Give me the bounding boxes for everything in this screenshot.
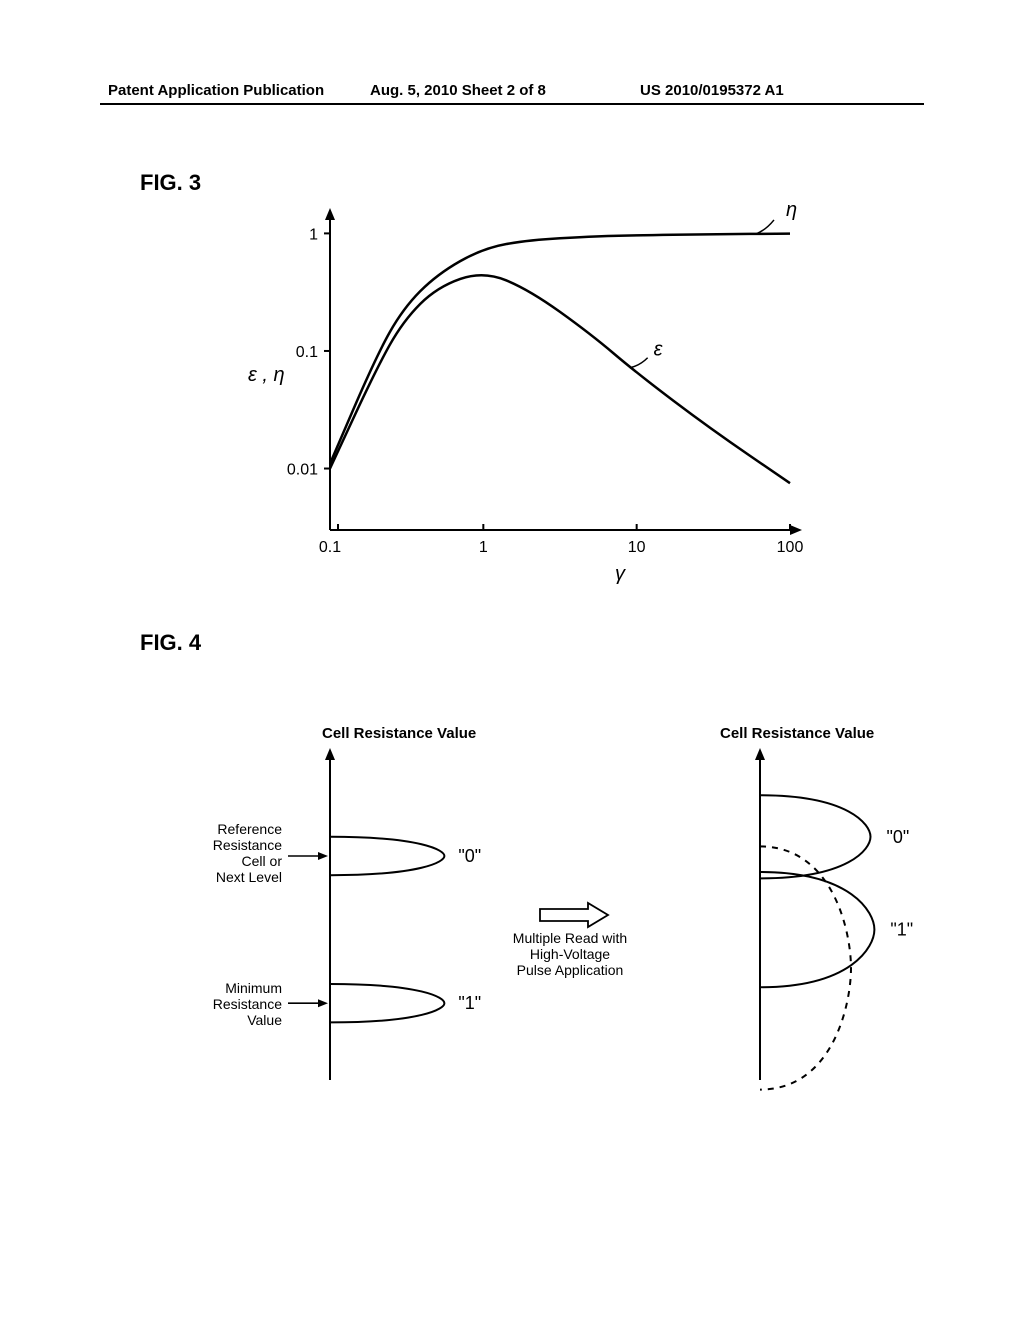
header-rule: [100, 103, 924, 105]
header-right: US 2010/0195372 A1: [640, 82, 784, 99]
fig3-chart: 0.01 0.1 1 0.1 1 10 100 ε , η γ η ε: [230, 200, 850, 600]
svg-text:"1": "1": [890, 920, 913, 940]
svg-text:Pulse Application: Pulse Application: [517, 962, 624, 978]
svg-text:0.01: 0.01: [287, 462, 318, 479]
svg-text:Cell Resistance Value: Cell Resistance Value: [322, 725, 476, 742]
svg-text:High-Voltage: High-Voltage: [530, 946, 610, 962]
svg-text:Cell or: Cell or: [242, 853, 283, 869]
svg-text:0.1: 0.1: [296, 344, 318, 361]
svg-text:γ: γ: [615, 563, 626, 585]
svg-text:ε , η: ε , η: [248, 364, 285, 386]
svg-text:Resistance: Resistance: [213, 996, 282, 1012]
fig3-title: FIG. 3: [140, 170, 201, 196]
svg-text:"0": "0": [887, 827, 910, 847]
svg-text:ε: ε: [654, 339, 664, 361]
svg-text:Minimum: Minimum: [225, 980, 282, 996]
svg-text:Reference: Reference: [217, 821, 282, 837]
svg-text:Multiple Read with: Multiple Read with: [513, 930, 627, 946]
svg-text:Next Level: Next Level: [216, 869, 282, 885]
fig4-chart: Cell Resistance Value Cell Resistance Val…: [160, 700, 920, 1140]
svg-text:10: 10: [628, 539, 646, 556]
svg-text:100: 100: [777, 539, 804, 556]
svg-text:1: 1: [479, 539, 488, 556]
svg-text:0.1: 0.1: [319, 539, 341, 556]
header-mid: Aug. 5, 2010 Sheet 2 of 8: [370, 82, 546, 99]
svg-text:Cell Resistance Value: Cell Resistance Value: [720, 725, 874, 742]
header-left: Patent Application Publication: [108, 82, 324, 99]
svg-text:η: η: [786, 200, 797, 221]
svg-text:Resistance: Resistance: [213, 837, 282, 853]
svg-text:"1": "1": [458, 993, 481, 1013]
svg-text:Value: Value: [247, 1012, 282, 1028]
fig4-title: FIG. 4: [140, 630, 201, 656]
svg-text:1: 1: [309, 226, 318, 243]
svg-text:"0": "0": [458, 846, 481, 866]
